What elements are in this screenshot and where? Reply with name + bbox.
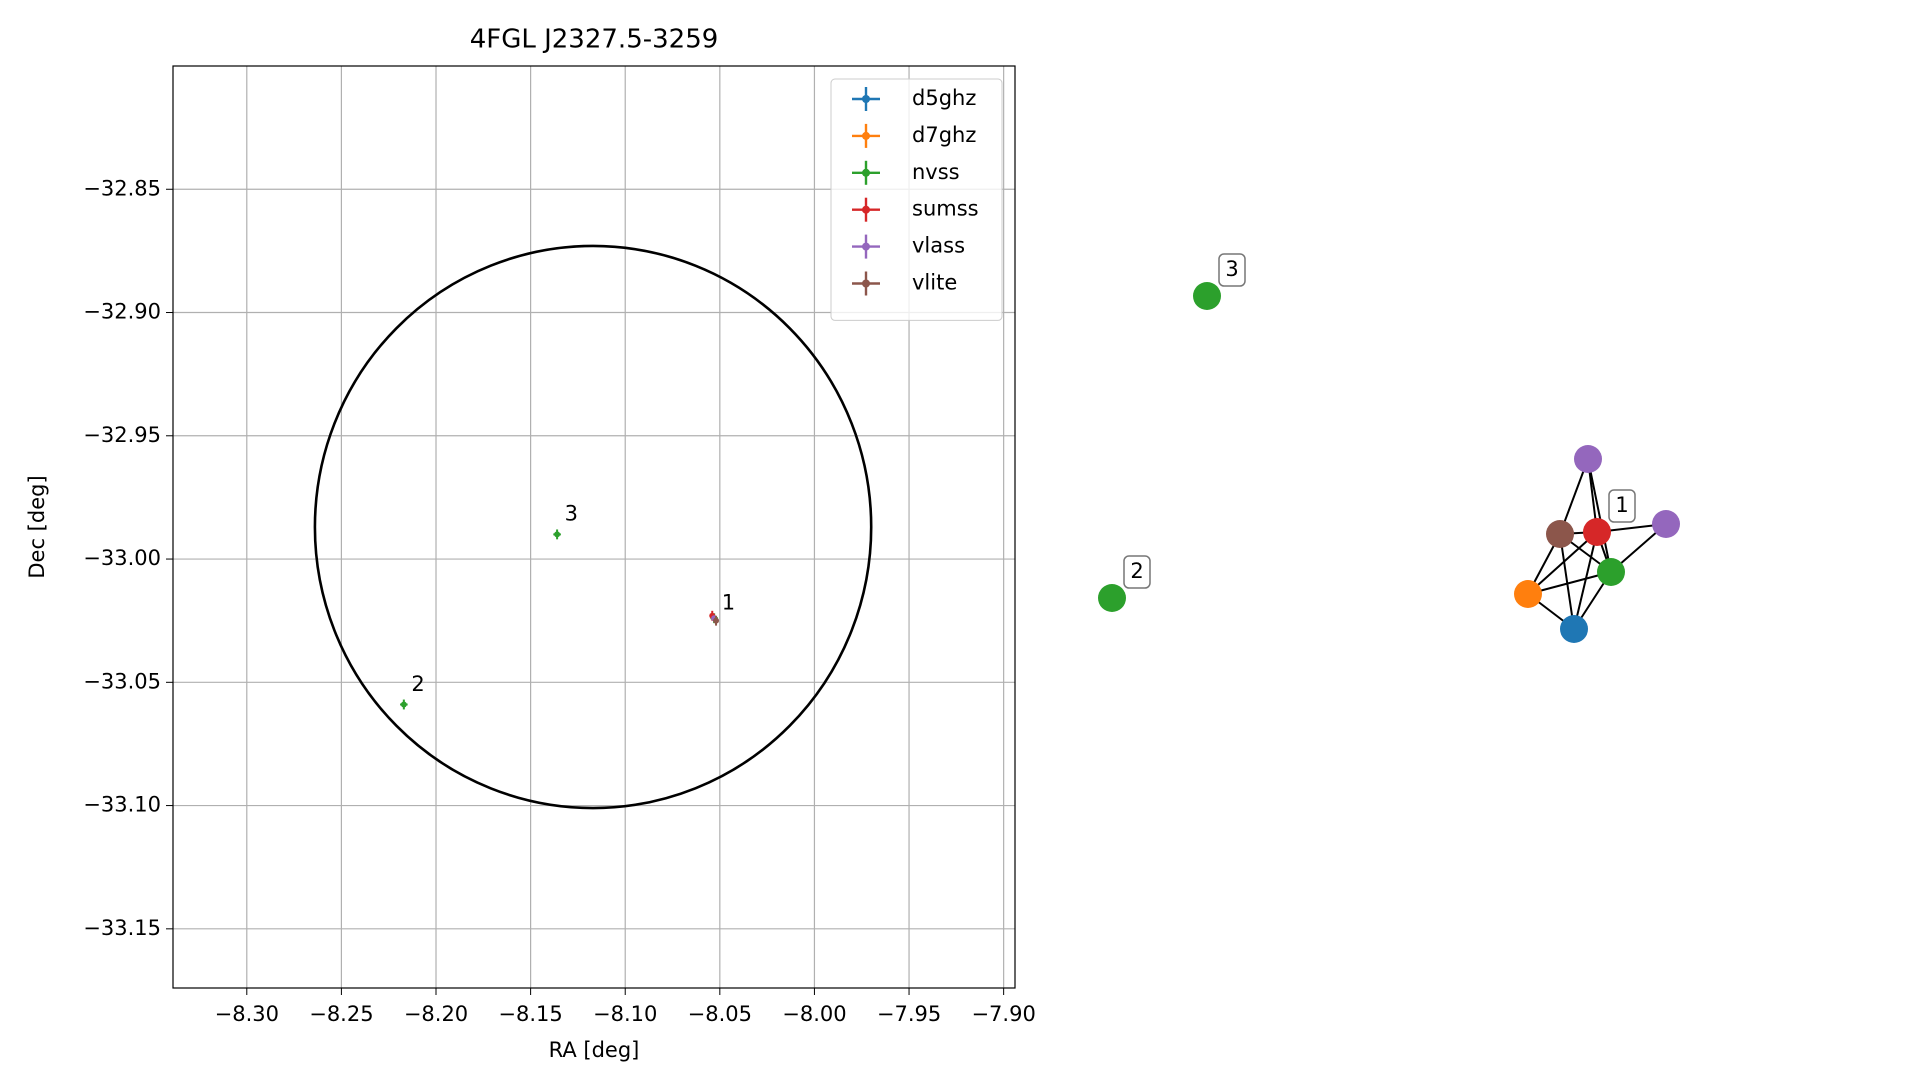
node-label-box bbox=[1123, 555, 1151, 589]
legend-label: nvss bbox=[912, 160, 960, 184]
x-tick-label: −8.05 bbox=[688, 1002, 752, 1026]
node-label: 3 bbox=[1225, 257, 1238, 281]
legend-label: d7ghz bbox=[912, 123, 976, 147]
annotation: 3 bbox=[565, 502, 578, 526]
x-tick-label: −7.95 bbox=[877, 1002, 941, 1026]
x-tick-label: −8.00 bbox=[782, 1002, 846, 1026]
legend-label: sumss bbox=[912, 197, 979, 221]
y-tick-label: −32.95 bbox=[83, 423, 161, 447]
annotation: 1 bbox=[722, 590, 735, 614]
x-tick-label: −8.20 bbox=[404, 1002, 468, 1026]
legend-marker bbox=[862, 242, 870, 251]
x-axis-label: RA [deg] bbox=[549, 1038, 640, 1062]
node bbox=[1193, 282, 1221, 310]
x-tick-label: −8.10 bbox=[593, 1002, 657, 1026]
x-tick-label: −8.30 bbox=[215, 1002, 279, 1026]
y-axis-label: Dec [deg] bbox=[25, 475, 49, 578]
edge bbox=[1587, 458, 1612, 573]
x-tick-label: −7.90 bbox=[971, 1002, 1035, 1026]
node bbox=[1574, 445, 1602, 473]
legend-marker bbox=[862, 205, 870, 214]
point bbox=[400, 701, 407, 708]
node bbox=[1546, 520, 1574, 548]
node bbox=[1597, 558, 1625, 586]
edge bbox=[1527, 571, 1612, 595]
legend-marker bbox=[862, 131, 870, 140]
annotation: 2 bbox=[411, 672, 424, 696]
edge bbox=[1527, 531, 1598, 595]
chart-title: 4FGL J2327.5-3259 bbox=[470, 25, 719, 55]
legend-box bbox=[830, 78, 1003, 321]
legend-label: vlass bbox=[912, 234, 965, 258]
legend-marker bbox=[862, 95, 870, 103]
legend-marker bbox=[862, 279, 870, 288]
localization-circle bbox=[313, 244, 873, 810]
node bbox=[1514, 580, 1542, 608]
edge bbox=[1559, 533, 1575, 630]
point bbox=[713, 617, 720, 624]
node-label: 1 bbox=[1615, 493, 1628, 517]
legend-label: d5ghz bbox=[912, 86, 976, 110]
node bbox=[1560, 615, 1588, 643]
node bbox=[1098, 584, 1126, 612]
y-tick-label: −32.85 bbox=[83, 176, 161, 200]
legend-label: vlite bbox=[912, 271, 957, 295]
node-label-box bbox=[1218, 253, 1246, 287]
node bbox=[1652, 510, 1680, 538]
legend-marker bbox=[862, 168, 870, 177]
point bbox=[554, 531, 561, 538]
axes-frame bbox=[172, 65, 1016, 989]
y-tick-label: −33.15 bbox=[83, 916, 161, 940]
y-tick-label: −33.05 bbox=[83, 669, 161, 693]
edge bbox=[1573, 531, 1598, 630]
x-tick-label: −8.25 bbox=[309, 1002, 373, 1026]
y-tick-label: −33.10 bbox=[83, 793, 161, 817]
y-tick-label: −32.90 bbox=[83, 300, 161, 324]
y-tick-label: −33.00 bbox=[83, 546, 161, 570]
node bbox=[1583, 518, 1611, 546]
x-tick-label: −8.15 bbox=[498, 1002, 562, 1026]
node-label-box bbox=[1608, 489, 1636, 523]
node-label: 2 bbox=[1130, 559, 1143, 583]
